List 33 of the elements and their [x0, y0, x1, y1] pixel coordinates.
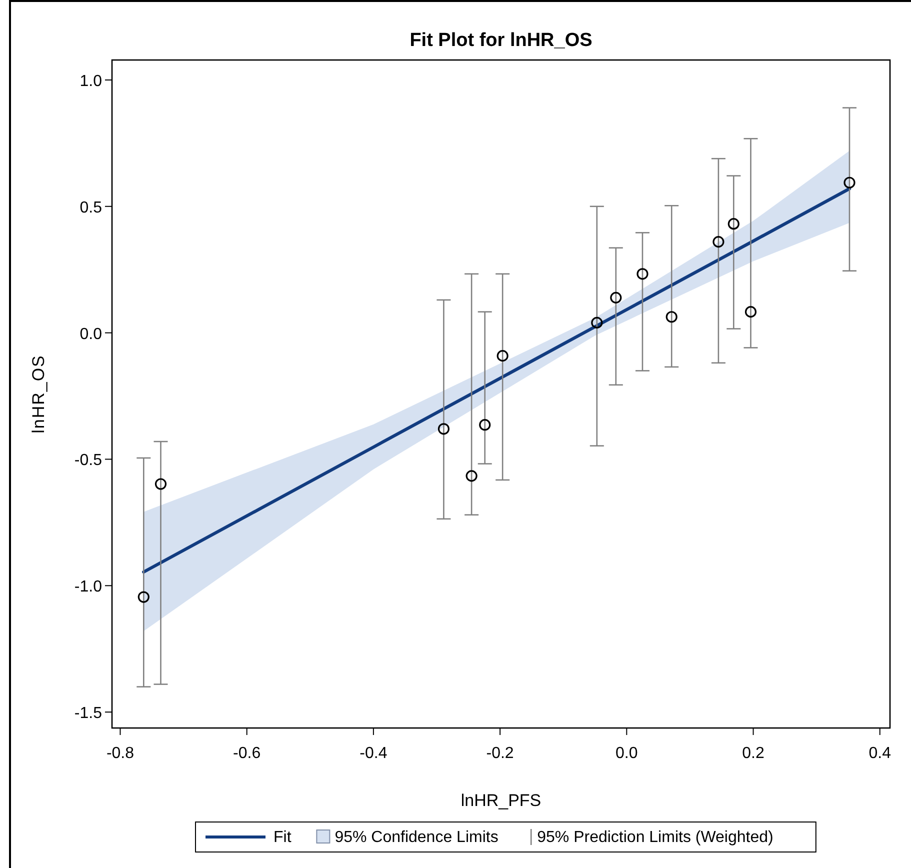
x-tick-label: 0.2 — [742, 745, 764, 762]
y-tick-label: 1.0 — [80, 72, 102, 90]
y-tick-label: 0.0 — [80, 326, 102, 343]
point — [728, 218, 740, 230]
point — [138, 591, 150, 603]
point — [479, 419, 491, 431]
y-axis-title: lnHR_OS — [29, 354, 48, 434]
x-tick-label: 0.0 — [616, 745, 638, 762]
chart-title: Fit Plot for lnHR_OS — [410, 30, 592, 51]
point — [610, 292, 622, 304]
point — [438, 423, 450, 435]
point — [636, 268, 648, 280]
y-tick-label: 0.5 — [80, 199, 102, 216]
point — [466, 470, 478, 482]
point — [844, 176, 856, 188]
point — [591, 316, 603, 328]
legend-label: Fit — [274, 829, 292, 846]
y-tick-label: -1.0 — [74, 578, 102, 596]
point — [744, 306, 757, 318]
point — [666, 311, 678, 323]
point — [496, 350, 508, 362]
text: 95% Prediction Limits (Weighted) — [537, 829, 774, 846]
point — [712, 236, 724, 248]
x-tick-label: -0.6 — [233, 745, 261, 762]
y-tick-label: -0.5 — [74, 452, 102, 470]
x-tick-label: 0.4 — [868, 745, 892, 762]
point — [154, 478, 167, 490]
x-axis-title: lnHR_PFS — [460, 791, 542, 810]
x-tick-label: -0.8 — [106, 745, 134, 762]
x-tick-label: -0.2 — [486, 745, 514, 762]
y-tick-label: -1.5 — [74, 705, 102, 722]
x-tick-label: -0.4 — [360, 745, 388, 762]
legend-label: 95% Confidence Limits — [334, 829, 498, 846]
